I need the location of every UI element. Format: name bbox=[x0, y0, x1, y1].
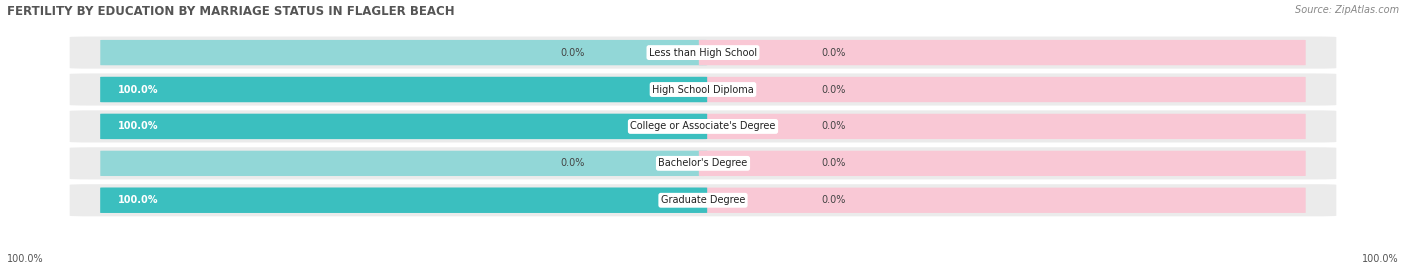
Text: 0.0%: 0.0% bbox=[821, 48, 845, 58]
Text: 100.0%: 100.0% bbox=[118, 121, 159, 132]
Text: Graduate Degree: Graduate Degree bbox=[661, 195, 745, 205]
Text: 0.0%: 0.0% bbox=[821, 121, 845, 132]
Text: Less than High School: Less than High School bbox=[650, 48, 756, 58]
Text: FERTILITY BY EDUCATION BY MARRIAGE STATUS IN FLAGLER BEACH: FERTILITY BY EDUCATION BY MARRIAGE STATU… bbox=[7, 5, 454, 18]
Text: 100.0%: 100.0% bbox=[1362, 254, 1399, 264]
Text: College or Associate's Degree: College or Associate's Degree bbox=[630, 121, 776, 132]
FancyBboxPatch shape bbox=[70, 73, 1336, 105]
Text: 0.0%: 0.0% bbox=[821, 195, 845, 205]
FancyBboxPatch shape bbox=[100, 114, 707, 139]
FancyBboxPatch shape bbox=[100, 187, 707, 213]
FancyBboxPatch shape bbox=[70, 110, 1336, 143]
Text: 0.0%: 0.0% bbox=[561, 158, 585, 168]
Text: 0.0%: 0.0% bbox=[821, 158, 845, 168]
FancyBboxPatch shape bbox=[699, 40, 1306, 65]
FancyBboxPatch shape bbox=[699, 151, 1306, 176]
FancyBboxPatch shape bbox=[699, 187, 1306, 213]
Text: 100.0%: 100.0% bbox=[118, 84, 159, 94]
Text: Bachelor's Degree: Bachelor's Degree bbox=[658, 158, 748, 168]
Text: High School Diploma: High School Diploma bbox=[652, 84, 754, 94]
FancyBboxPatch shape bbox=[70, 147, 1336, 179]
FancyBboxPatch shape bbox=[100, 77, 707, 102]
FancyBboxPatch shape bbox=[699, 77, 1306, 102]
FancyBboxPatch shape bbox=[100, 151, 707, 176]
FancyBboxPatch shape bbox=[70, 184, 1336, 216]
FancyBboxPatch shape bbox=[100, 40, 707, 65]
Text: Source: ZipAtlas.com: Source: ZipAtlas.com bbox=[1295, 5, 1399, 15]
Text: 100.0%: 100.0% bbox=[7, 254, 44, 264]
Text: 0.0%: 0.0% bbox=[561, 48, 585, 58]
FancyBboxPatch shape bbox=[100, 187, 707, 213]
FancyBboxPatch shape bbox=[100, 114, 707, 139]
FancyBboxPatch shape bbox=[70, 37, 1336, 69]
FancyBboxPatch shape bbox=[100, 77, 707, 102]
Text: 0.0%: 0.0% bbox=[821, 84, 845, 94]
FancyBboxPatch shape bbox=[699, 114, 1306, 139]
Text: 100.0%: 100.0% bbox=[118, 195, 159, 205]
